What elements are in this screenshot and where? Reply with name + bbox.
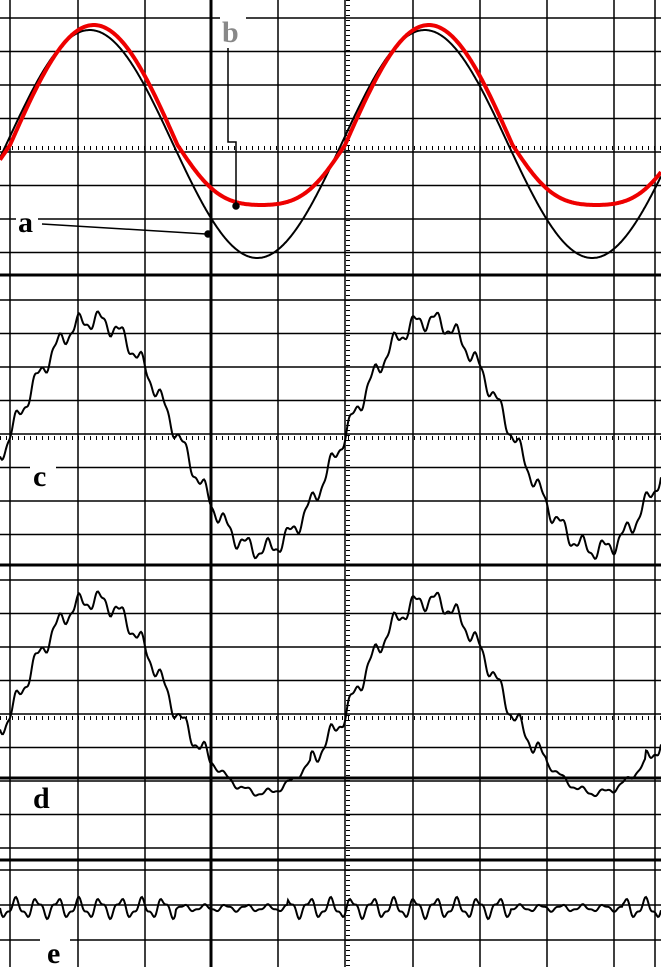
- point-b: [232, 202, 240, 210]
- label-bg: [30, 783, 56, 811]
- point-a: [204, 230, 212, 238]
- waveforms: [0, 23, 661, 921]
- label-a: a: [18, 206, 33, 239]
- annotations: [41, 48, 240, 238]
- arrow-a: [41, 223, 207, 235]
- label-bg: [220, 15, 246, 45]
- label-b: b: [222, 16, 239, 49]
- label-d: d: [33, 782, 50, 815]
- waveform-c: [0, 310, 661, 560]
- label-c: c: [33, 460, 46, 493]
- arrow-b: [227, 48, 237, 205]
- waveform-b: [0, 23, 661, 207]
- label-bg: [30, 462, 56, 488]
- waveform-e: [0, 895, 661, 921]
- label-e: e: [47, 937, 60, 967]
- label-bg: [40, 938, 70, 967]
- waveform-d: [0, 590, 661, 798]
- waveform-a: [0, 29, 661, 259]
- label-bg: [16, 212, 38, 236]
